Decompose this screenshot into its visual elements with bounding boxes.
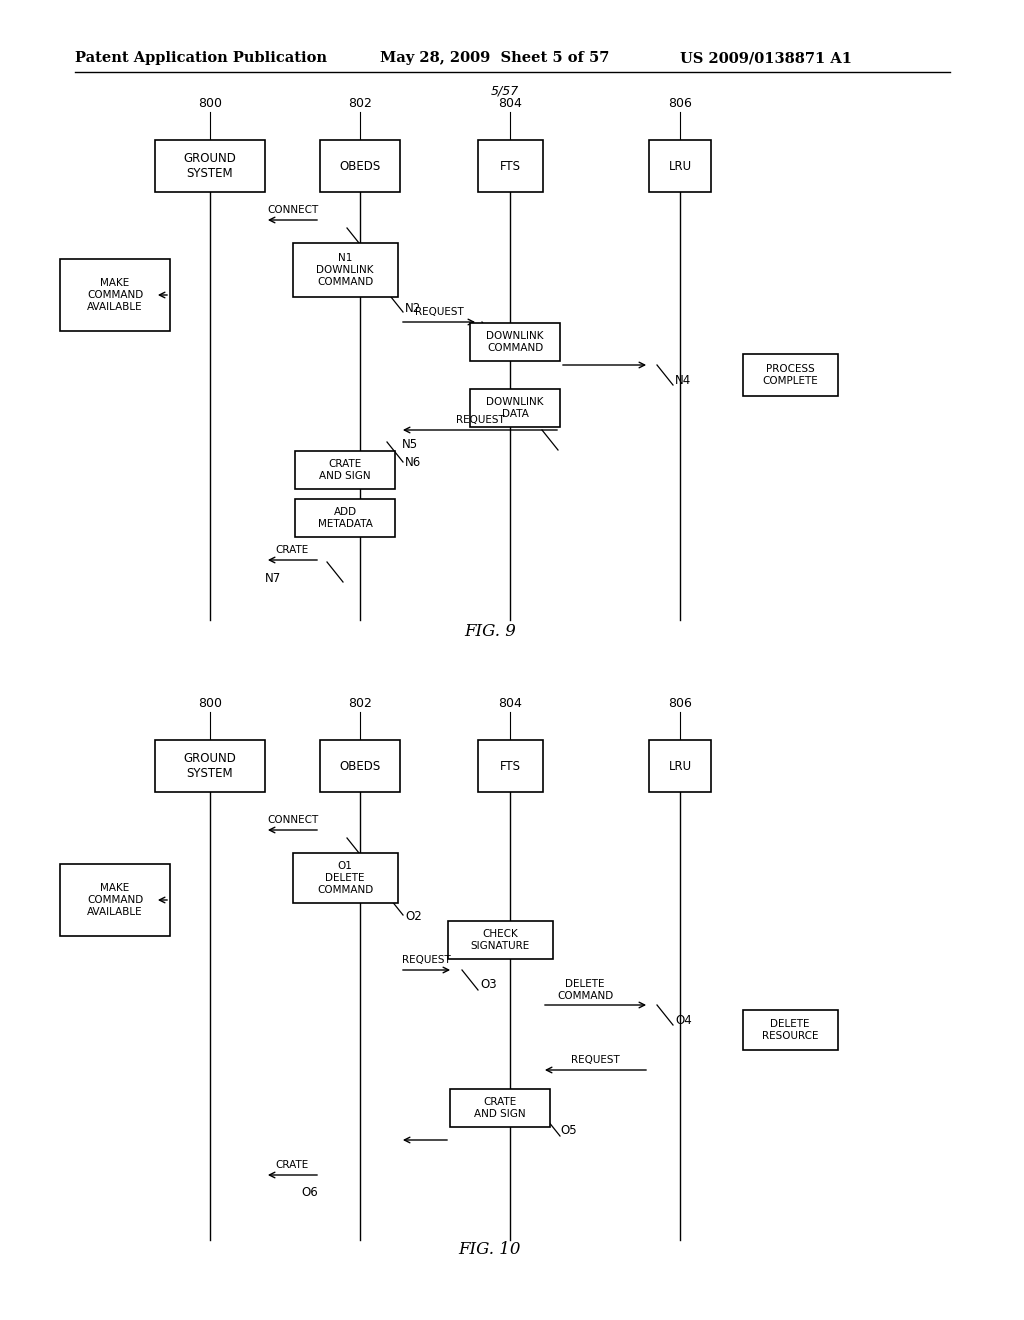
FancyBboxPatch shape [447, 921, 553, 960]
Text: LRU: LRU [669, 160, 691, 173]
Text: N5: N5 [402, 438, 418, 451]
Text: O3: O3 [480, 978, 497, 991]
FancyBboxPatch shape [470, 389, 560, 426]
Text: May 28, 2009  Sheet 5 of 57: May 28, 2009 Sheet 5 of 57 [380, 51, 609, 65]
Text: 806: 806 [668, 96, 692, 110]
Text: FIG. 10: FIG. 10 [459, 1241, 521, 1258]
Text: Patent Application Publication: Patent Application Publication [75, 51, 327, 65]
Text: CRATE: CRATE [275, 1160, 309, 1170]
Text: 800: 800 [198, 697, 222, 710]
Text: O1
DELETE
COMMAND: O1 DELETE COMMAND [316, 862, 373, 895]
Text: PROCESS
COMPLETE: PROCESS COMPLETE [762, 364, 818, 385]
Text: FTS: FTS [500, 759, 520, 772]
Text: GROUND
SYSTEM: GROUND SYSTEM [183, 152, 237, 180]
Text: FTS: FTS [500, 160, 520, 173]
FancyBboxPatch shape [450, 1089, 550, 1127]
Text: O2: O2 [406, 909, 422, 923]
FancyBboxPatch shape [742, 1010, 838, 1049]
Text: US 2009/0138871 A1: US 2009/0138871 A1 [680, 51, 852, 65]
Text: FIG. 9: FIG. 9 [464, 623, 516, 640]
Text: 802: 802 [348, 697, 372, 710]
FancyBboxPatch shape [155, 741, 265, 792]
FancyBboxPatch shape [477, 140, 543, 191]
FancyBboxPatch shape [319, 741, 400, 792]
Text: DELETE
COMMAND: DELETE COMMAND [557, 979, 613, 1001]
Text: 800: 800 [198, 96, 222, 110]
Text: MAKE
COMMAND
AVAILABLE: MAKE COMMAND AVAILABLE [87, 883, 143, 916]
Text: REQUEST: REQUEST [415, 308, 464, 317]
Text: LRU: LRU [669, 759, 691, 772]
FancyBboxPatch shape [649, 741, 711, 792]
Text: 5/57: 5/57 [490, 84, 519, 98]
FancyBboxPatch shape [295, 451, 395, 488]
FancyBboxPatch shape [60, 865, 170, 936]
Text: CONNECT: CONNECT [267, 814, 318, 825]
FancyBboxPatch shape [742, 354, 838, 396]
Text: CHECK
SIGNATURE: CHECK SIGNATURE [470, 929, 529, 950]
Text: O6: O6 [301, 1187, 318, 1200]
Text: N6: N6 [406, 455, 421, 469]
Text: CONNECT: CONNECT [267, 205, 318, 215]
Text: REQUEST: REQUEST [402, 954, 451, 965]
Text: 806: 806 [668, 697, 692, 710]
FancyBboxPatch shape [649, 140, 711, 191]
Text: REQUEST: REQUEST [456, 414, 505, 425]
FancyBboxPatch shape [293, 243, 397, 297]
Text: DOWNLINK
COMMAND: DOWNLINK COMMAND [486, 331, 544, 352]
Text: CRATE
AND SIGN: CRATE AND SIGN [319, 459, 371, 480]
Text: CRATE: CRATE [275, 545, 309, 554]
Text: DOWNLINK
DATA: DOWNLINK DATA [486, 397, 544, 418]
FancyBboxPatch shape [319, 140, 400, 191]
Text: N3: N3 [500, 330, 516, 343]
Text: DELETE
RESOURCE: DELETE RESOURCE [762, 1019, 818, 1040]
Text: OBEDS: OBEDS [339, 160, 381, 173]
FancyBboxPatch shape [470, 323, 560, 360]
Text: REQUEST: REQUEST [571, 1055, 620, 1065]
Text: MAKE
COMMAND
AVAILABLE: MAKE COMMAND AVAILABLE [87, 279, 143, 312]
Text: OBEDS: OBEDS [339, 759, 381, 772]
FancyBboxPatch shape [295, 499, 395, 537]
Text: CRATE
AND SIGN: CRATE AND SIGN [474, 1097, 525, 1119]
Text: N1
DOWNLINK
COMMAND: N1 DOWNLINK COMMAND [316, 253, 374, 286]
Text: N7: N7 [265, 572, 282, 585]
Text: 804: 804 [498, 697, 522, 710]
Text: 802: 802 [348, 96, 372, 110]
Text: O4: O4 [675, 1014, 692, 1027]
Text: O5: O5 [560, 1123, 577, 1137]
Text: GROUND
SYSTEM: GROUND SYSTEM [183, 752, 237, 780]
Text: N4: N4 [675, 374, 691, 387]
Text: ADD
METADATA: ADD METADATA [317, 507, 373, 529]
FancyBboxPatch shape [477, 741, 543, 792]
FancyBboxPatch shape [60, 259, 170, 331]
Text: 804: 804 [498, 96, 522, 110]
FancyBboxPatch shape [155, 140, 265, 191]
FancyBboxPatch shape [293, 853, 397, 903]
Text: N2: N2 [406, 301, 421, 314]
